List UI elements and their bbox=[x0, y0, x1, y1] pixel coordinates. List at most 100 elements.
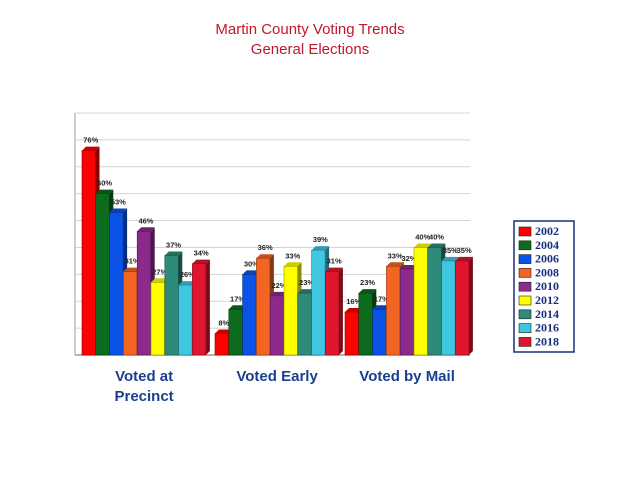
data-label-2008-1: 36% bbox=[258, 243, 273, 252]
legend-label-2012: 2012 bbox=[535, 293, 559, 307]
data-label-2006-0: 53% bbox=[111, 197, 126, 206]
legend-label-2018: 2018 bbox=[535, 334, 559, 348]
bar-top bbox=[164, 251, 183, 256]
bar-top bbox=[256, 254, 274, 259]
bar-top bbox=[372, 305, 391, 310]
category-label-2: Voted by Mail bbox=[359, 368, 455, 385]
bar-2016-2 bbox=[441, 260, 456, 356]
data-label-2016-2: 35% bbox=[443, 246, 458, 255]
bar-side bbox=[205, 259, 210, 355]
bar-2002-1 bbox=[214, 333, 229, 356]
bar-2008-1 bbox=[256, 257, 271, 356]
category-label-0: Voted at Precinct bbox=[114, 368, 173, 405]
bar-2010-2 bbox=[399, 268, 415, 356]
bar-top bbox=[270, 291, 288, 296]
data-label-2002-1: 8% bbox=[218, 318, 229, 327]
bar-2008-2 bbox=[386, 265, 401, 356]
bar-top bbox=[242, 270, 261, 275]
legend-label-2014: 2014 bbox=[535, 307, 559, 321]
bar-top bbox=[192, 259, 210, 264]
bar-2006-1 bbox=[242, 274, 257, 356]
bar-2018-2 bbox=[455, 260, 470, 356]
bar-top bbox=[400, 264, 418, 269]
bar-top bbox=[151, 278, 169, 283]
data-label-2006-1: 30% bbox=[244, 259, 259, 268]
bar-2018-1 bbox=[325, 271, 340, 356]
bar-top bbox=[109, 208, 128, 213]
bar-2006-0 bbox=[109, 212, 124, 356]
bar-2006-2 bbox=[372, 308, 387, 356]
bar-top bbox=[297, 289, 316, 294]
data-label-2004-1: 17% bbox=[230, 294, 245, 303]
bar-top bbox=[358, 289, 377, 294]
bar-2010-0 bbox=[136, 231, 151, 356]
data-label-2014-2: 40% bbox=[429, 232, 444, 241]
data-label-2008-0: 31% bbox=[125, 257, 140, 266]
legend-swatch-2006 bbox=[518, 254, 532, 264]
bar-top bbox=[427, 243, 446, 248]
data-label-2012-1: 33% bbox=[285, 251, 300, 260]
legend-swatch-2014 bbox=[518, 309, 532, 320]
data-label-2008-2: 33% bbox=[388, 251, 403, 260]
legend-swatch-2004 bbox=[518, 240, 532, 251]
legend-swatch-2018 bbox=[518, 337, 532, 347]
bar-2004-1 bbox=[228, 308, 243, 356]
bar-top bbox=[441, 256, 460, 261]
bar-2014-1 bbox=[297, 292, 312, 356]
category-label-1: Voted Early bbox=[236, 368, 318, 385]
data-label-2010-1: 22% bbox=[271, 281, 286, 290]
bar-2004-2 bbox=[358, 292, 373, 356]
legend-label-2008: 2008 bbox=[535, 265, 559, 279]
legend-swatch-2012 bbox=[518, 295, 532, 306]
data-label-2016-1: 39% bbox=[313, 235, 328, 244]
bar-2002-2 bbox=[344, 311, 359, 356]
legend-label-2010: 2010 bbox=[535, 279, 559, 293]
legend-label-2016: 2016 bbox=[535, 321, 559, 335]
bar-2012-1 bbox=[283, 265, 298, 356]
bar-2018-0 bbox=[192, 263, 207, 356]
data-label-2014-1: 23% bbox=[299, 278, 314, 287]
bar-top bbox=[386, 262, 404, 267]
data-label-2012-0: 27% bbox=[152, 267, 167, 276]
data-label-2006-2: 17% bbox=[374, 294, 389, 303]
bar-2012-0 bbox=[150, 282, 165, 356]
data-label-2014-0: 37% bbox=[166, 241, 181, 250]
data-label-2002-0: 76% bbox=[83, 136, 98, 145]
bar-top bbox=[455, 256, 473, 261]
bar-2014-0 bbox=[164, 255, 179, 356]
bar-top bbox=[345, 307, 363, 312]
data-label-2016-0: 26% bbox=[180, 270, 195, 279]
legend-swatch-2008 bbox=[518, 268, 532, 278]
bar-top bbox=[178, 281, 197, 286]
chart-title: Martin County Voting Trends bbox=[215, 21, 404, 38]
legend-label-2006: 2006 bbox=[535, 252, 559, 266]
bar-2010-1 bbox=[269, 295, 285, 356]
legend-swatch-2010 bbox=[518, 281, 532, 292]
data-label-2018-0: 34% bbox=[194, 249, 209, 258]
data-label-2018-2: 35% bbox=[457, 246, 472, 255]
legend-swatch-2016 bbox=[518, 323, 532, 333]
bar-top bbox=[137, 227, 155, 232]
bar-side bbox=[468, 256, 473, 355]
bar-2016-1 bbox=[311, 249, 326, 356]
chart-subtitle: General Elections bbox=[251, 41, 369, 58]
data-label-2004-0: 60% bbox=[97, 179, 112, 188]
legend-label-2004: 2004 bbox=[535, 238, 559, 252]
data-label-2012-2: 40% bbox=[415, 232, 430, 241]
data-label-2010-0: 46% bbox=[138, 216, 153, 225]
bar-side bbox=[338, 267, 343, 355]
bar-2008-0 bbox=[123, 271, 138, 356]
data-label-2010-2: 32% bbox=[401, 254, 416, 263]
bar-2002-0 bbox=[81, 150, 96, 356]
bar-2004-0 bbox=[95, 193, 110, 356]
data-label-2018-1: 31% bbox=[327, 257, 342, 266]
plot-area: 76% 60% 53% 31% 46% 27% 37% 26% 34% Voted at Preci… bbox=[74, 112, 473, 405]
bar-top bbox=[123, 267, 141, 272]
bar-top bbox=[284, 262, 302, 267]
bar-2012-2 bbox=[413, 247, 428, 356]
bar-top bbox=[325, 267, 343, 272]
bar-2014-2 bbox=[427, 247, 442, 356]
bar-2016-0 bbox=[178, 284, 193, 356]
